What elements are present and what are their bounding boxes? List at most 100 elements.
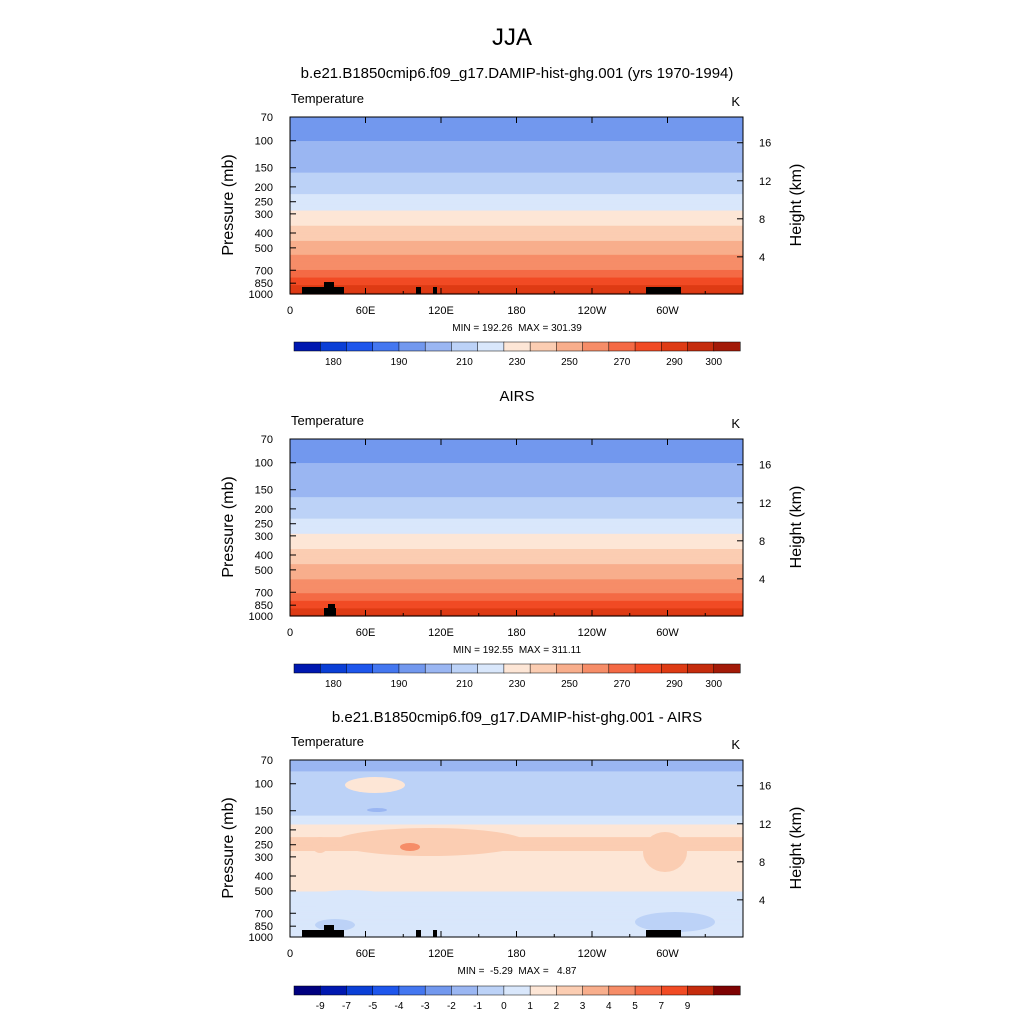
- y-tick-label: 100: [255, 458, 273, 470]
- panel-title: AIRS: [499, 388, 534, 405]
- field-band: [290, 794, 743, 796]
- field-band: [290, 283, 743, 286]
- field-band: [290, 132, 743, 135]
- field-band: [290, 924, 743, 927]
- field-band: [290, 285, 743, 288]
- field-band: [290, 223, 743, 226]
- figure-title: JJA: [492, 24, 532, 51]
- field-band: [290, 219, 743, 222]
- colorbar-label: -7: [342, 1001, 351, 1012]
- colorbar-swatch: [424, 985, 452, 996]
- field-band: [290, 489, 743, 492]
- colorbar-swatch: [713, 985, 741, 996]
- field-band: [290, 851, 743, 853]
- field-band: [290, 530, 743, 532]
- y-tick-label: 500: [255, 565, 273, 577]
- field-band: [290, 281, 743, 284]
- field-band: [290, 509, 743, 512]
- field-band: [290, 238, 743, 241]
- field-band: [290, 528, 743, 531]
- field-band: [290, 584, 743, 587]
- field-band: [290, 771, 743, 774]
- field-band: [290, 768, 743, 771]
- field-band: [290, 494, 743, 497]
- field-band: [290, 867, 743, 870]
- field-band: [290, 535, 743, 537]
- field-band: [290, 152, 743, 155]
- field-band: [290, 493, 743, 496]
- field-band: [290, 161, 743, 164]
- field-band: [290, 599, 743, 602]
- colorbar-swatch: [556, 985, 584, 996]
- field-band: [290, 902, 743, 905]
- field-band: [290, 133, 743, 136]
- colorbar-swatch: [556, 663, 584, 674]
- field-band: [290, 479, 743, 482]
- field-band: [290, 468, 743, 470]
- y-right-tick-label: 4: [759, 895, 765, 907]
- field-band: [290, 540, 743, 542]
- y-axis-right-label: Height (km): [788, 486, 805, 569]
- field-band: [290, 832, 743, 834]
- colorbar-swatch: [608, 341, 636, 352]
- field-band: [290, 916, 743, 919]
- field-band: [290, 887, 743, 890]
- field-band: [290, 130, 743, 133]
- y-axis-right-label: Height (km): [788, 164, 805, 247]
- field-band: [290, 527, 743, 530]
- field-band: [290, 206, 743, 209]
- field-band: [290, 240, 743, 243]
- field-band: [290, 269, 743, 272]
- colorbar-swatch: [661, 663, 689, 674]
- field-band: [290, 602, 743, 604]
- field-band: [290, 484, 743, 487]
- field-band: [290, 504, 743, 507]
- field-band: [290, 280, 743, 282]
- colorbar-swatch: [477, 985, 505, 996]
- field-band: [290, 232, 743, 234]
- anomaly-patch: [315, 919, 355, 931]
- y-right-tick-label: 16: [759, 781, 771, 793]
- field-band: [290, 856, 743, 858]
- y-tick-label: 1000: [249, 611, 273, 623]
- field-band: [290, 862, 743, 865]
- y-tick-label: 200: [255, 182, 273, 194]
- field-band: [290, 177, 743, 180]
- units-label: K: [731, 416, 740, 431]
- field-band: [290, 271, 743, 274]
- field-band: [290, 597, 743, 599]
- field-band: [290, 557, 743, 560]
- field-band: [290, 538, 743, 541]
- field-band: [290, 589, 743, 592]
- field-band: [290, 124, 743, 127]
- colorbar-swatch: [634, 985, 662, 996]
- field-band: [290, 159, 743, 162]
- field-band: [290, 464, 743, 467]
- field-band: [290, 129, 743, 132]
- field-band: [290, 506, 743, 508]
- x-tick-label: 60E: [356, 627, 376, 639]
- x-tick-label: 60W: [656, 305, 679, 317]
- field-band: [290, 229, 743, 232]
- field-band: [290, 814, 743, 817]
- colorbar-swatch: [661, 341, 689, 352]
- colorbar-swatch: [372, 985, 400, 996]
- field-band: [290, 777, 743, 780]
- field-band: [290, 216, 743, 219]
- field-band: [290, 827, 743, 829]
- field-band: [290, 125, 743, 128]
- field-band: [290, 224, 743, 227]
- topography-mask: [302, 930, 344, 937]
- colorbar-swatch: [293, 663, 321, 674]
- field-band: [290, 590, 743, 593]
- variable-label: Temperature: [291, 413, 364, 428]
- field-band: [290, 537, 743, 540]
- field-band: [290, 185, 743, 188]
- y-axis-label: Pressure (mb): [220, 154, 237, 255]
- field-band: [290, 770, 743, 772]
- field-band: [290, 564, 743, 567]
- y-right-tick-label: 12: [759, 498, 771, 510]
- x-tick-label: 120E: [428, 627, 454, 639]
- field-band: [290, 785, 743, 788]
- field-band: [290, 516, 743, 518]
